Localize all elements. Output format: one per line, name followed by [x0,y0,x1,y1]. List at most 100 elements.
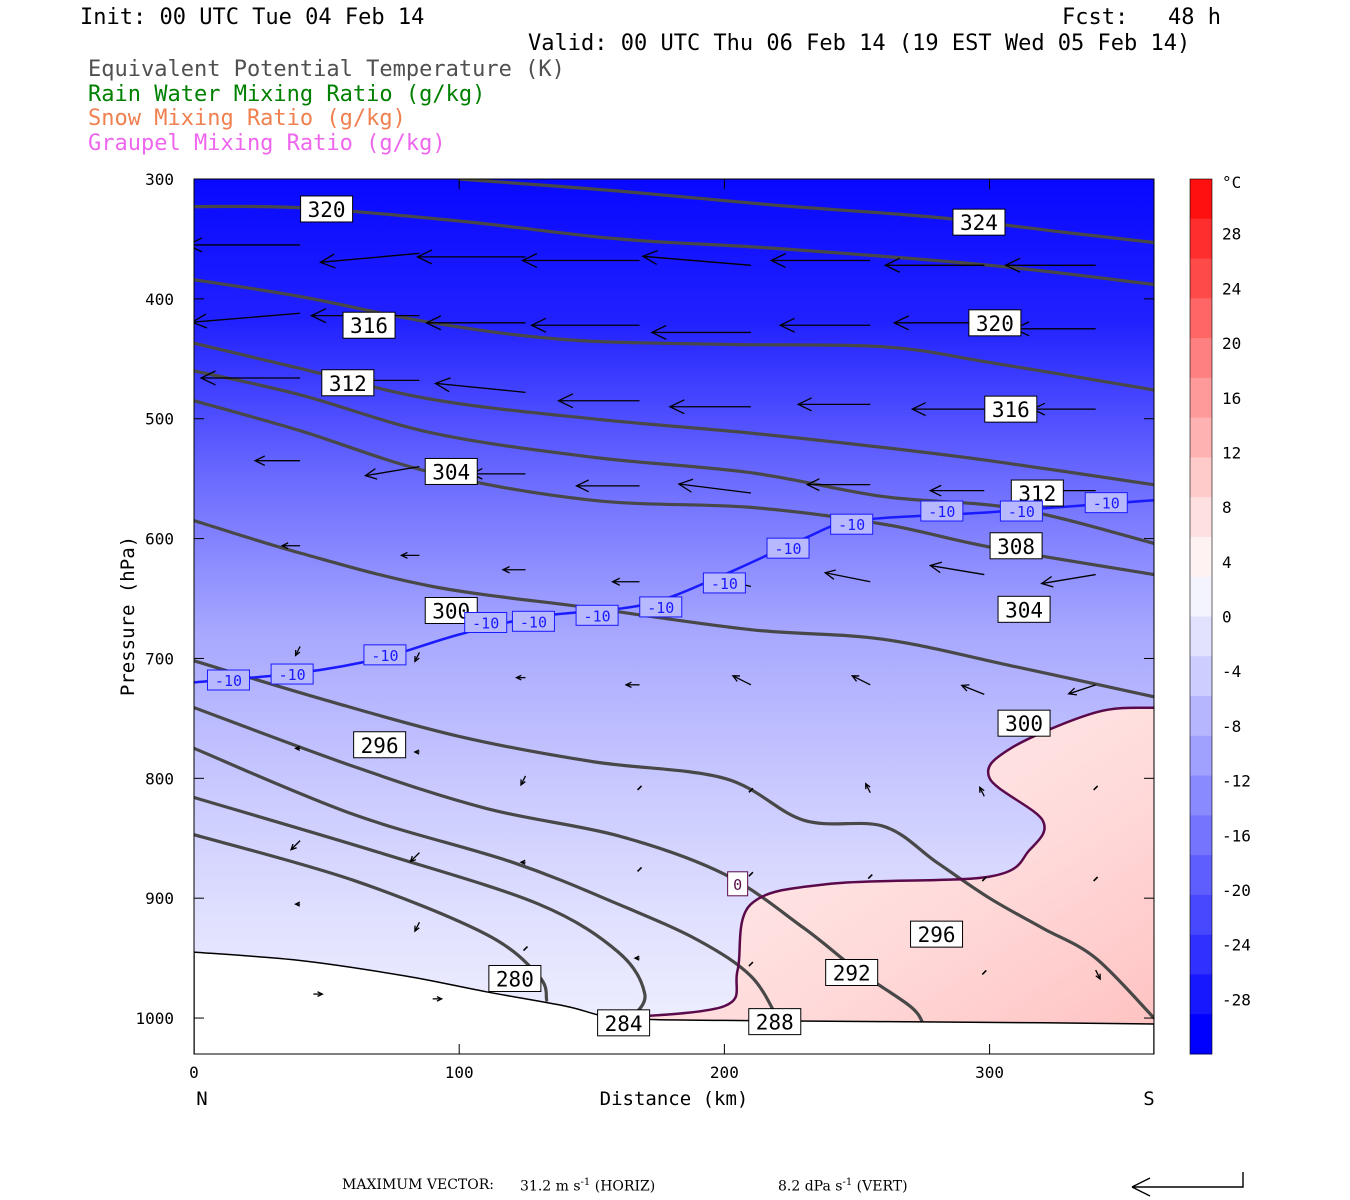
isotherm-label-text: -10 [215,672,242,690]
isotherm-label-box [766,537,810,559]
isotherm-label-text: -10 [647,599,674,617]
wind-vector-head [294,745,301,751]
colorbar-label: 24 [1222,279,1241,298]
colorbar-label: 16 [1222,389,1241,408]
theta-e-label-text: 320 [976,312,1014,336]
wind-vector [409,852,420,863]
wind-vector-head [413,749,420,755]
wind-vector-shaft [520,775,527,786]
wind-vector [253,455,301,466]
isotherm-label-box [1084,492,1128,514]
wind-vector-shaft [748,787,754,793]
wind-vector-head [731,675,740,682]
wind-vector [1093,785,1099,791]
wind-vector-head [1004,257,1021,273]
isotherm-label: -10 [639,596,683,618]
wind-vector-shaft [748,871,754,877]
wind-vector [501,565,526,574]
wind-vector-head [424,315,442,331]
max-vector-horiz-unit: (HORIZ) [594,1178,656,1195]
isotherm-label: -10 [206,669,250,691]
wind-vector-shaft [1041,573,1096,585]
theta-e-label-box [997,595,1051,623]
theta-e-contour-label: 324 [952,208,1006,236]
isotherm-label-box [727,871,749,897]
theta-e-contour [457,179,1154,245]
wind-vector-shaft [642,255,751,266]
wind-vector [677,478,751,494]
wind-vector-head [805,478,820,492]
wind-vector-head [415,249,433,265]
isotherm-label-box [464,611,508,633]
theta-e-label-box [989,532,1043,560]
wind-vector-head [409,855,417,863]
wind-vector-shaft [409,852,420,863]
theta-e-label-box [424,457,478,485]
isotherm-label: -10 [999,500,1043,522]
y-tick-label: 1000 [135,1009,174,1028]
wind-vector-shaft [981,876,987,882]
unit-exponent: -1 [580,1177,591,1188]
wind-vector-head [611,577,621,586]
wind-vector-head [318,253,336,269]
wind-vector [557,393,640,409]
colorbar-label: -12 [1222,772,1251,791]
forecast-hour: Fcst: 48 h [1062,5,1221,30]
theta-e-label-box [342,311,396,339]
wind-vector [199,370,301,386]
theta-e-label-box [597,1009,651,1037]
theta-e-contour-label: 296 [910,920,964,948]
plot-frame [193,178,1155,1055]
x-end-label-south: S [1143,1088,1154,1110]
wind-vector [748,787,754,793]
init-time: Init: 00 UTC Tue 04 Feb 14 [80,5,425,30]
wind-vector-shaft [851,675,871,686]
wind-vector-head [883,257,900,273]
wind-vector [194,237,301,253]
wind-vector-shaft [435,382,526,394]
wind-vector-head [434,377,451,393]
isotherm-label: -10 [766,537,810,559]
theta-e-label-box [952,208,1006,236]
wind-vector [413,749,420,755]
wind-vector [668,399,751,415]
colorbar-label: -4 [1222,662,1241,681]
wind-vector [1095,969,1101,981]
wind-vector-head [280,542,289,550]
wind-vector-head [850,675,860,682]
wind-vector [796,397,871,412]
theta-e-label-box [748,1008,802,1036]
wind-vector-head [668,399,685,415]
colorbar-cell [1190,457,1212,498]
y-axis-title: Pressure (hPa) [117,536,139,696]
colorbar-label: 0 [1222,608,1232,627]
isotherm-label: -10 [363,644,407,666]
wind-vector [363,466,420,480]
theta-e-contour-label: 308 [989,532,1043,560]
colorbar-frame [1189,178,1213,1055]
colorbar-cell [1190,417,1212,458]
isotherm-label-box [206,669,250,691]
colorbar-label: -24 [1222,936,1251,955]
colorbar-cell [1190,616,1212,657]
isotherm-contour [618,706,1154,1020]
wind-vector [415,249,526,265]
wind-vector-head [778,317,795,333]
colorbar-unit: °C [1222,173,1241,192]
wind-vector [805,478,871,492]
theta-e-contour [194,369,1154,545]
colorbar-label: -8 [1222,717,1241,736]
colorbar-cell [1190,1014,1212,1055]
wind-vector-shaft [979,787,985,797]
theta-e-label-box [984,395,1038,423]
wind-vector-head [309,308,327,324]
wind-vector-head [650,324,667,340]
wind-vector-head [928,484,942,497]
x-end-label-north: N [196,1088,207,1110]
wind-vector [318,252,420,269]
wind-vector [636,866,643,872]
isotherm-label-box [639,596,683,618]
wind-vector-head [414,925,420,933]
wind-vector [1040,573,1096,588]
wind-vector-shaft [748,961,754,967]
